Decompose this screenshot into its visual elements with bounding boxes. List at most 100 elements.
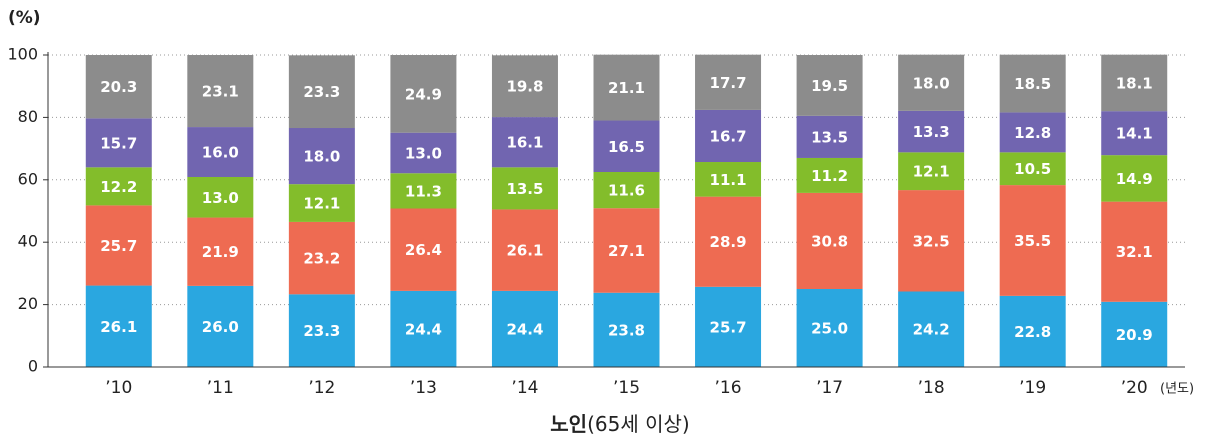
bar-segment [695, 54, 762, 110]
bar-segment [593, 172, 660, 209]
value-label: 21.1 [608, 79, 645, 97]
value-label: 24.4 [405, 320, 442, 338]
value-label: 11.6 [608, 182, 645, 200]
bar-segment [695, 196, 762, 287]
x-tick-label: ’12 [308, 378, 335, 398]
bar-segment [288, 294, 355, 367]
bar-segment [796, 55, 863, 116]
bar-segment [1101, 111, 1168, 156]
value-label: 26.4 [405, 241, 442, 259]
value-label: 25.0 [811, 320, 848, 338]
bar-segment [593, 292, 660, 367]
y-tick-label: 100 [7, 45, 38, 64]
x-tick-label: ’18 [918, 378, 945, 398]
value-label: 10.5 [1014, 160, 1051, 178]
value-label: 21.9 [202, 243, 239, 261]
x-tick-label: ’16 [715, 378, 742, 398]
value-label: 24.2 [913, 321, 950, 339]
bar-segment [999, 185, 1066, 296]
bar-segment [491, 55, 558, 118]
value-label: 27.1 [608, 242, 645, 260]
value-label: 16.7 [710, 127, 747, 145]
value-label: 16.0 [202, 144, 239, 162]
value-label: 14.1 [1116, 125, 1153, 143]
value-label: 24.9 [405, 85, 442, 103]
bar-segment [491, 209, 558, 291]
value-label: 26.1 [100, 318, 137, 336]
bar-segment [695, 286, 762, 367]
value-label: 26.0 [202, 318, 239, 336]
value-label: 23.2 [303, 250, 340, 268]
bar-segment [85, 285, 152, 367]
bar-segment [695, 162, 762, 197]
bar-segment [796, 289, 863, 367]
value-label: 20.3 [100, 78, 137, 96]
bar-segment [593, 208, 660, 293]
value-label: 18.0 [913, 74, 950, 92]
value-label: 13.3 [913, 123, 950, 141]
value-label: 13.0 [202, 189, 239, 207]
value-label: 32.5 [913, 232, 950, 250]
bar-segment [796, 157, 863, 193]
value-label: 23.3 [303, 83, 340, 101]
value-label: 17.7 [710, 74, 747, 92]
bar-segment [288, 128, 355, 185]
value-label: 16.5 [608, 138, 645, 156]
y-tick-label: 80 [18, 107, 38, 126]
value-label: 15.7 [100, 134, 137, 152]
bar-segment [187, 285, 254, 367]
bar-segment [85, 205, 152, 286]
value-label: 22.8 [1014, 323, 1051, 341]
y-tick-label: 60 [18, 169, 38, 188]
y-axis-label: (%) [8, 8, 41, 28]
bar-segment [187, 55, 254, 128]
y-tick-label: 0 [28, 357, 38, 376]
x-tick-label: ’14 [511, 378, 538, 398]
value-label: 24.4 [506, 320, 543, 338]
bar-segment [491, 290, 558, 367]
value-label: 11.3 [405, 182, 442, 200]
value-label: 11.2 [811, 167, 848, 185]
value-label: 12.1 [913, 163, 950, 181]
bar-segment [1101, 301, 1168, 367]
bar-segment [491, 117, 558, 168]
value-label: 13.5 [506, 180, 543, 198]
x-tick-label: ’17 [816, 378, 843, 398]
value-label: 25.7 [100, 237, 137, 255]
value-label: 19.5 [811, 77, 848, 95]
x-tick-label: ’10 [105, 378, 132, 398]
bar-segment [999, 54, 1066, 113]
value-label: 35.5 [1014, 232, 1051, 250]
bar-segment [187, 217, 254, 286]
value-label: 32.1 [1116, 243, 1153, 261]
value-label: 11.1 [710, 171, 747, 189]
bar-segment [593, 54, 660, 121]
value-label: 12.2 [100, 178, 137, 196]
bar-segment [288, 184, 355, 222]
value-label: 16.1 [506, 134, 543, 152]
bar-segment [187, 176, 254, 218]
bar-segment [593, 120, 660, 172]
y-tick-label: 40 [18, 232, 38, 251]
bar-segment [1101, 201, 1168, 302]
bar-segment [187, 127, 254, 177]
bar-segment [390, 55, 457, 133]
value-label: 25.7 [710, 318, 747, 336]
value-label: 23.8 [608, 321, 645, 339]
bar-segment [85, 55, 152, 119]
bar-segment [288, 55, 355, 129]
bar-segment [85, 167, 152, 206]
bar-segment [796, 115, 863, 158]
y-tick-label: 20 [18, 294, 38, 313]
bar-segment [898, 152, 965, 191]
bar-segment [390, 132, 457, 174]
x-subtitle: (65세 이상) [587, 412, 690, 436]
x-tick-label: ’11 [207, 378, 234, 398]
bar-segment [1101, 155, 1168, 202]
x-tick-label: ’20 [1121, 378, 1148, 398]
bar-segment [288, 221, 355, 295]
bar-segment [898, 291, 965, 367]
bar-segment [898, 190, 965, 292]
value-label: 23.1 [202, 83, 239, 101]
